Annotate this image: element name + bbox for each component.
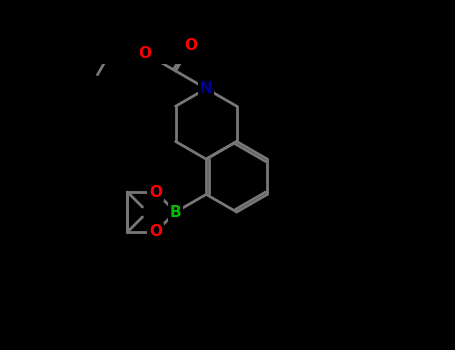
Text: O: O xyxy=(149,184,162,200)
Text: O: O xyxy=(184,37,197,52)
Text: O: O xyxy=(139,46,152,61)
Text: N: N xyxy=(200,81,212,96)
Text: O: O xyxy=(149,224,162,239)
Text: B: B xyxy=(170,204,182,219)
